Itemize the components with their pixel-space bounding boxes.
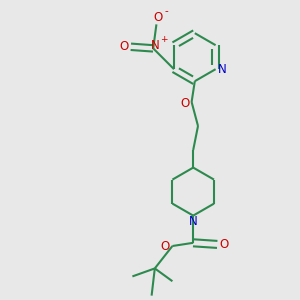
Text: O: O — [161, 239, 170, 253]
Text: N: N — [150, 39, 159, 52]
Text: O: O — [119, 40, 128, 53]
Text: O: O — [153, 11, 163, 24]
Text: +: + — [160, 35, 167, 44]
Text: N: N — [189, 215, 198, 228]
Text: O: O — [220, 238, 229, 251]
Text: N: N — [218, 63, 227, 76]
Text: -: - — [165, 6, 169, 16]
Text: O: O — [180, 97, 189, 110]
